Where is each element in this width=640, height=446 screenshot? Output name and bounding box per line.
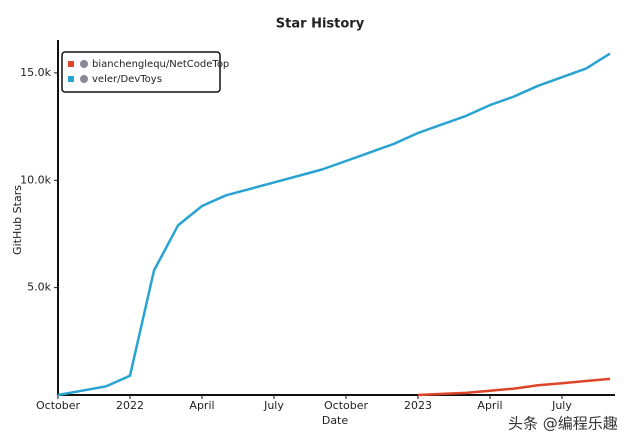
series-line [57, 52, 611, 397]
legend-text: bianchenglequ/NetCodeTop [92, 59, 229, 70]
legend-swatch [68, 61, 74, 67]
x-tick-label: 2022 [116, 399, 144, 412]
y-tick-label: 5.0k [27, 281, 51, 294]
x-tick-label: October [36, 399, 80, 412]
watermark: 头条 @编程乐趣 [508, 415, 618, 433]
x-tick-label: 2023 [404, 399, 432, 412]
legend-box [61, 51, 221, 93]
legend-avatar [80, 60, 88, 68]
x-tick-label: April [189, 399, 214, 412]
x-tick-label: July [551, 399, 572, 412]
x-axis-label: Date [322, 414, 349, 427]
legend-swatch [68, 76, 74, 82]
legend-avatar [80, 75, 88, 83]
legend-text: veler/DevToys [92, 74, 162, 85]
y-tick-label: 10.0k [20, 173, 51, 186]
y-tick-label: 15.0k [20, 66, 51, 79]
x-tick-label: October [324, 399, 368, 412]
x-tick-label: April [477, 399, 502, 412]
chart-title: Star History [276, 17, 365, 32]
series-line [417, 377, 611, 397]
x-tick-label: July [263, 399, 284, 412]
y-axis-label: GitHub Stars [11, 185, 24, 255]
